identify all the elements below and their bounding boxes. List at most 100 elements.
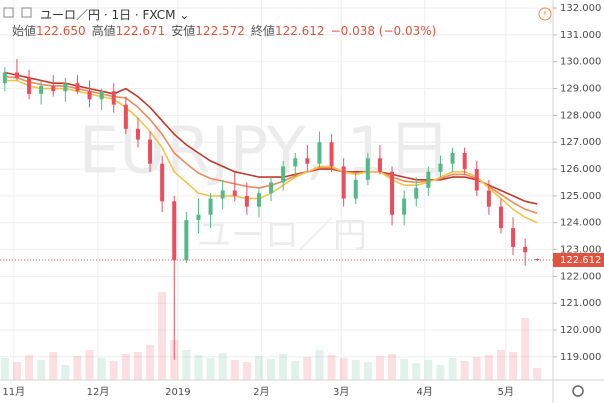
volume-bar [0,358,9,380]
x-tick-label: 11月 [2,386,25,398]
y-tick-label: 131.000 [560,30,601,41]
volume-bar [12,362,21,380]
symbol[interactable]: ユーロ／円 · 1日 · FXCM [40,8,176,22]
candle-body [462,152,467,170]
y-tick-label: 129.000 [560,84,601,95]
x-tick-label: 5月 [498,386,514,398]
candle-body [256,193,261,207]
layout-icon[interactable] [3,7,14,18]
volume-bar [424,360,433,380]
volume-bar [412,363,421,380]
candle-body [87,91,92,100]
volume-bar [303,357,312,380]
dropdown-caret[interactable]: ⌄ [175,8,190,22]
volume-bar [61,365,70,380]
ohlc-line: 始値122.650 高値122.671 安値122.572 終値122.612 −0.0… [12,22,442,39]
alert-icon[interactable] [538,7,552,21]
candle-body [63,83,68,92]
y-tick-label: 123.000 [560,245,601,256]
x-tick-label: 2月 [253,386,269,398]
x-tick-label: 12月 [87,386,110,398]
y-tick-label: 124.000 [560,218,601,229]
y-tick-label: 130.000 [560,57,601,68]
candle-body [450,152,455,164]
watermark-sub: ユーロ／円 [197,216,367,256]
candle-body [111,91,116,105]
candle-body [75,83,80,92]
volume-bar [448,358,457,380]
candle-body [293,158,298,167]
y-tick-label: 122.000 [560,271,601,282]
volume-bar [146,345,155,380]
volume-bar [496,350,505,380]
candle-body [2,72,7,84]
x-tick-label: 2019 [165,387,190,398]
candle-body [99,91,104,100]
candle-body [244,195,249,207]
x-tick-label: 4月 [417,386,433,398]
candle-body [14,72,19,78]
volume-bar [388,354,397,380]
x-tick-label: 3月 [333,386,349,398]
candle-body [329,142,334,167]
open-label: 始値 [12,24,37,38]
candle-body [123,104,128,129]
candle-body [414,187,419,199]
candle-body [184,220,189,261]
candle-body [281,166,286,183]
candle-body [148,139,153,164]
change-value: −0.038 (−0.03%) [330,24,437,38]
layout-icon[interactable] [21,7,32,18]
high-value: 122.671 [115,24,166,38]
candle-body [474,169,479,191]
volume-bar [158,292,167,380]
volume-bar [230,360,239,380]
volume-bar [170,340,179,380]
volume-bar [267,359,276,380]
candle-body [511,228,516,247]
volume-bar [375,356,384,380]
moving-average [4,71,538,205]
volume-bar [509,352,518,380]
y-tick-label: 119.000 [560,352,601,363]
volume-bar [351,360,360,380]
volume-bar [121,354,130,380]
candle-body [317,142,322,164]
volume-bar [291,361,300,380]
candle-body [135,128,140,140]
candle-body [377,158,382,172]
low-label: 安値 [171,24,196,38]
volume-bar [25,355,34,380]
candle-body [498,206,503,229]
volume-bar [194,355,203,380]
volume-bar [436,365,445,380]
candle-body [220,190,225,199]
settings-icon[interactable] [572,385,584,397]
candle-body [208,198,213,215]
volume-bar [279,354,288,380]
volume-bar [327,355,336,380]
candle-body [365,158,370,180]
candle-body [426,171,431,188]
volume-bar [400,359,409,380]
candle-body [305,158,310,164]
y-tick-label: 128.000 [560,110,601,121]
candle-body [390,171,395,215]
volume-bar [73,356,82,380]
candle-body [196,214,201,221]
last-price-box [553,252,604,267]
y-tick-label: 120.000 [560,325,601,336]
candle-body [51,85,56,92]
symbol-line: ユーロ／円 · 1日 · FXCM ⌄ [40,6,189,23]
candle-body [27,77,32,94]
close-value: 122.612 [274,24,325,38]
open-value: 122.650 [36,24,86,38]
candle-body [353,179,358,199]
volume-bar [472,357,481,380]
volume-bar [206,358,215,380]
volume-bar [37,360,46,380]
candle-body [486,190,491,207]
candle-body [160,163,165,202]
volume-bar [133,352,142,380]
